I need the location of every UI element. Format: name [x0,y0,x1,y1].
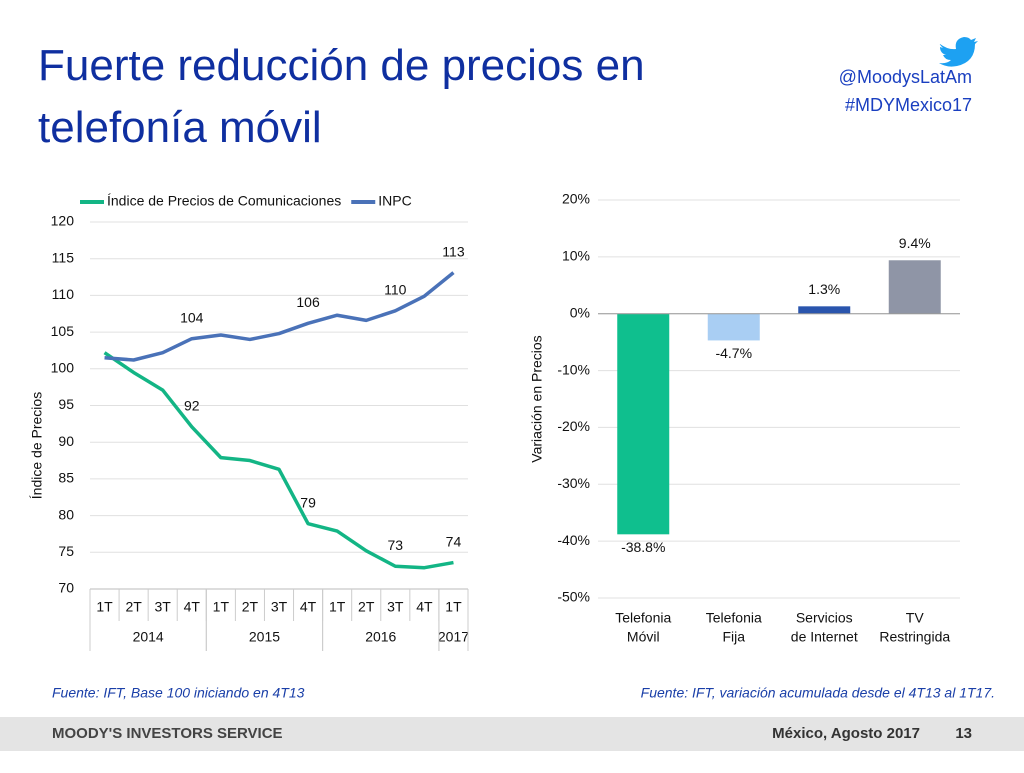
x-tick-label: 4T [300,599,317,615]
data-label: 1.3% [808,281,840,297]
legend-label: Índice de Precios de Comunicaciones [107,193,341,209]
data-label: 74 [446,533,462,549]
data-label: 73 [388,537,404,553]
handle: @MoodysLatAm [839,67,972,87]
data-label: 92 [184,397,200,413]
x-tick-label: Servicios [796,610,853,626]
line-series [103,351,454,570]
y-tick-label: -30% [557,475,590,491]
x-tick-label: Telefonia [706,610,762,626]
y-tick-label: 80 [58,506,74,522]
page-number: 13 [955,725,972,742]
y-axis-label: Índice de Precios [29,392,45,499]
data-label: 79 [300,494,316,510]
x-tick-label: Fija [722,629,745,645]
y-tick-label: 120 [51,213,75,229]
x-tick-label: de Internet [791,629,858,645]
y-tick-label: 85 [58,470,74,486]
source: Fuente: IFT, variación acumulada desde e… [641,685,995,701]
y-tick-label: -20% [557,418,590,434]
legend-label: INPC [378,193,411,209]
x-tick-label: 2T [125,599,142,615]
x-tick-label: 2T [242,599,259,615]
y-tick-label: 10% [562,248,590,264]
data-label: 9.4% [899,235,931,251]
brand: MOODY'S INVESTORS SERVICE [52,725,283,742]
data-label: -38.8% [621,539,665,555]
y-tick-label: 110 [52,286,75,302]
title-line: Fuerte reducción de precios en [38,41,645,90]
bar [888,260,941,314]
data-label: 106 [296,294,320,310]
title-line: telefonía móvil [38,103,322,152]
hashtag: #MDYMexico17 [845,95,972,115]
group-label: 2015 [249,629,280,645]
y-tick-label: 95 [58,396,74,412]
x-tick-label: Telefonia [615,610,671,626]
x-tick-label: 3T [387,599,404,615]
x-tick-label: 1T [329,599,346,615]
group-label: 2014 [133,629,164,645]
bar [617,313,670,535]
x-tick-label: 3T [155,599,172,615]
y-tick-label: -10% [557,361,590,377]
y-tick-label: 75 [58,543,74,559]
twitter-icon [939,37,978,67]
place-date: México, Agosto 2017 [772,725,920,742]
line-series [104,271,455,362]
data-label: 104 [180,309,204,325]
y-tick-label: -50% [557,589,590,605]
x-tick-label: Restringida [879,629,950,645]
x-tick-label: 2T [358,599,375,615]
bar [798,306,851,314]
x-tick-label: 1T [445,599,462,615]
group-label: 2017 [438,629,469,645]
y-tick-label: 90 [58,433,74,449]
y-tick-label: 0% [570,304,590,320]
data-label: 110 [384,282,407,298]
x-tick-label: 4T [184,599,201,615]
x-tick-label: TV [906,610,925,626]
y-tick-label: 70 [58,580,74,596]
bar [707,313,760,341]
y-tick-label: 100 [51,360,75,376]
footer-band [0,717,1024,751]
source: Fuente: IFT, Base 100 iniciando en 4T13 [52,685,305,701]
x-tick-label: 1T [96,599,113,615]
y-tick-label: 20% [562,191,590,207]
y-axis-label: Variación en Precios [529,335,545,462]
x-tick-label: 3T [271,599,288,615]
data-label: 113 [442,243,465,259]
x-tick-label: 1T [213,599,230,615]
y-tick-label: 105 [51,323,75,339]
data-label: -4.7% [715,345,752,361]
x-tick-label: 4T [416,599,433,615]
y-tick-label: -40% [557,532,590,548]
x-tick-label: Móvil [627,629,660,645]
group-label: 2016 [365,629,396,645]
y-tick-label: 115 [52,249,75,265]
